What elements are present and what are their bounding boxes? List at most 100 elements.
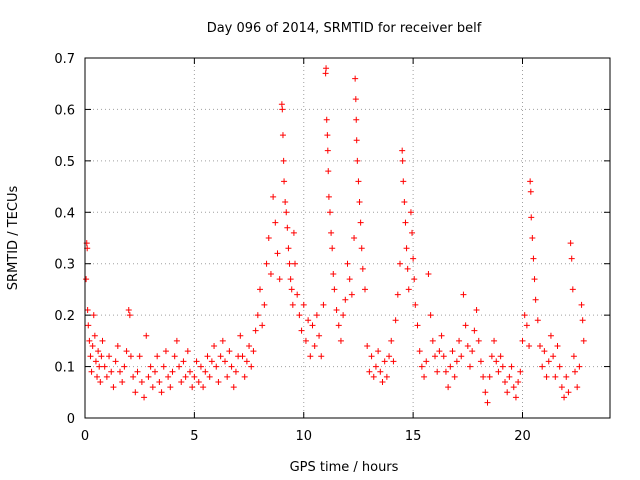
data-point: [215, 379, 222, 385]
data-point: [486, 373, 493, 380]
y-tick-label: 0.2: [54, 309, 75, 324]
data-point: [383, 373, 390, 380]
data-point: [364, 343, 371, 349]
data-point: [462, 322, 469, 329]
data-point: [541, 348, 548, 355]
tick-labels: 0 0.1 0.2 0.3 0.4 0.5 0.6 0.7 0 5 10 15 20: [54, 52, 530, 444]
data-point: [187, 368, 193, 375]
data-point: [325, 193, 332, 200]
data-point: [279, 106, 286, 113]
data-point: [550, 353, 557, 360]
data-point: [434, 368, 441, 375]
data-point: [381, 358, 388, 365]
data-point: [558, 384, 565, 391]
data-point: [178, 379, 185, 385]
data-point: [108, 368, 115, 375]
data-point: [254, 312, 261, 319]
data-point: [232, 368, 239, 375]
data-point: [280, 157, 287, 164]
data-point: [305, 317, 312, 324]
y-tick-label: 0: [67, 412, 75, 427]
data-point: [425, 271, 432, 277]
data-point: [451, 373, 458, 380]
y-tick-label: 0.6: [54, 103, 75, 118]
data-point: [217, 353, 224, 360]
data-point: [134, 368, 141, 375]
data-point: [491, 337, 498, 344]
data-point: [352, 75, 359, 82]
data-point: [429, 337, 436, 344]
data-point: [143, 332, 150, 339]
data-point: [263, 260, 270, 267]
x-axis-label: GPS time / hours: [290, 460, 399, 475]
data-point: [202, 368, 209, 375]
data-point: [296, 312, 303, 319]
data-point: [519, 337, 526, 344]
data-point: [458, 353, 465, 360]
data-point: [83, 276, 90, 283]
data-point: [357, 219, 364, 226]
data-point: [292, 260, 298, 267]
data-point: [154, 353, 161, 360]
data-point: [510, 384, 517, 391]
data-point: [125, 307, 132, 313]
data-point: [290, 229, 297, 236]
data-point: [211, 343, 218, 349]
data-point: [340, 312, 347, 319]
y-tick-label: 0.7: [54, 52, 75, 67]
data-point: [279, 132, 286, 139]
data-point: [354, 157, 361, 164]
data-point: [563, 373, 570, 380]
data-point: [545, 358, 552, 365]
data-point: [530, 255, 537, 262]
data-point: [355, 178, 362, 185]
data-point: [358, 245, 365, 252]
data-point: [281, 178, 288, 185]
data-point: [130, 373, 137, 380]
data-point: [372, 363, 379, 370]
data-point: [119, 379, 126, 385]
data-point: [442, 368, 449, 375]
data-point: [475, 337, 482, 344]
data-point: [409, 229, 416, 236]
data-point: [493, 358, 500, 365]
data-point: [294, 291, 301, 298]
data-point: [447, 363, 454, 370]
data-point: [504, 389, 511, 396]
data-point: [162, 348, 169, 355]
data-point: [283, 209, 290, 216]
data-point: [123, 348, 130, 355]
data-point: [325, 168, 332, 175]
data-point: [287, 276, 294, 283]
data-point: [252, 327, 259, 334]
data-point: [531, 276, 538, 283]
data-point: [330, 271, 337, 277]
data-point: [91, 332, 98, 339]
data-point: [165, 373, 172, 380]
data-point: [184, 348, 191, 355]
data-point: [224, 373, 231, 380]
data-point: [320, 301, 327, 308]
data-point: [99, 337, 106, 344]
data-point: [580, 337, 587, 344]
data-point: [92, 358, 99, 365]
data-point: [282, 199, 289, 205]
data-point: [191, 373, 198, 380]
data-point: [112, 358, 119, 365]
data-point: [392, 317, 399, 324]
data-point: [228, 363, 235, 370]
data-point: [482, 389, 489, 396]
data-point: [414, 322, 421, 329]
data-point: [436, 348, 443, 355]
data-point: [537, 343, 543, 349]
data-point: [285, 245, 292, 252]
data-point: [86, 337, 93, 344]
data-point: [388, 337, 395, 344]
data-point: [323, 116, 330, 123]
data-point: [206, 373, 213, 380]
data-point: [579, 317, 586, 324]
data-point: [352, 96, 359, 103]
data-point: [480, 373, 487, 380]
data-point: [167, 384, 174, 391]
data-point: [208, 358, 215, 365]
